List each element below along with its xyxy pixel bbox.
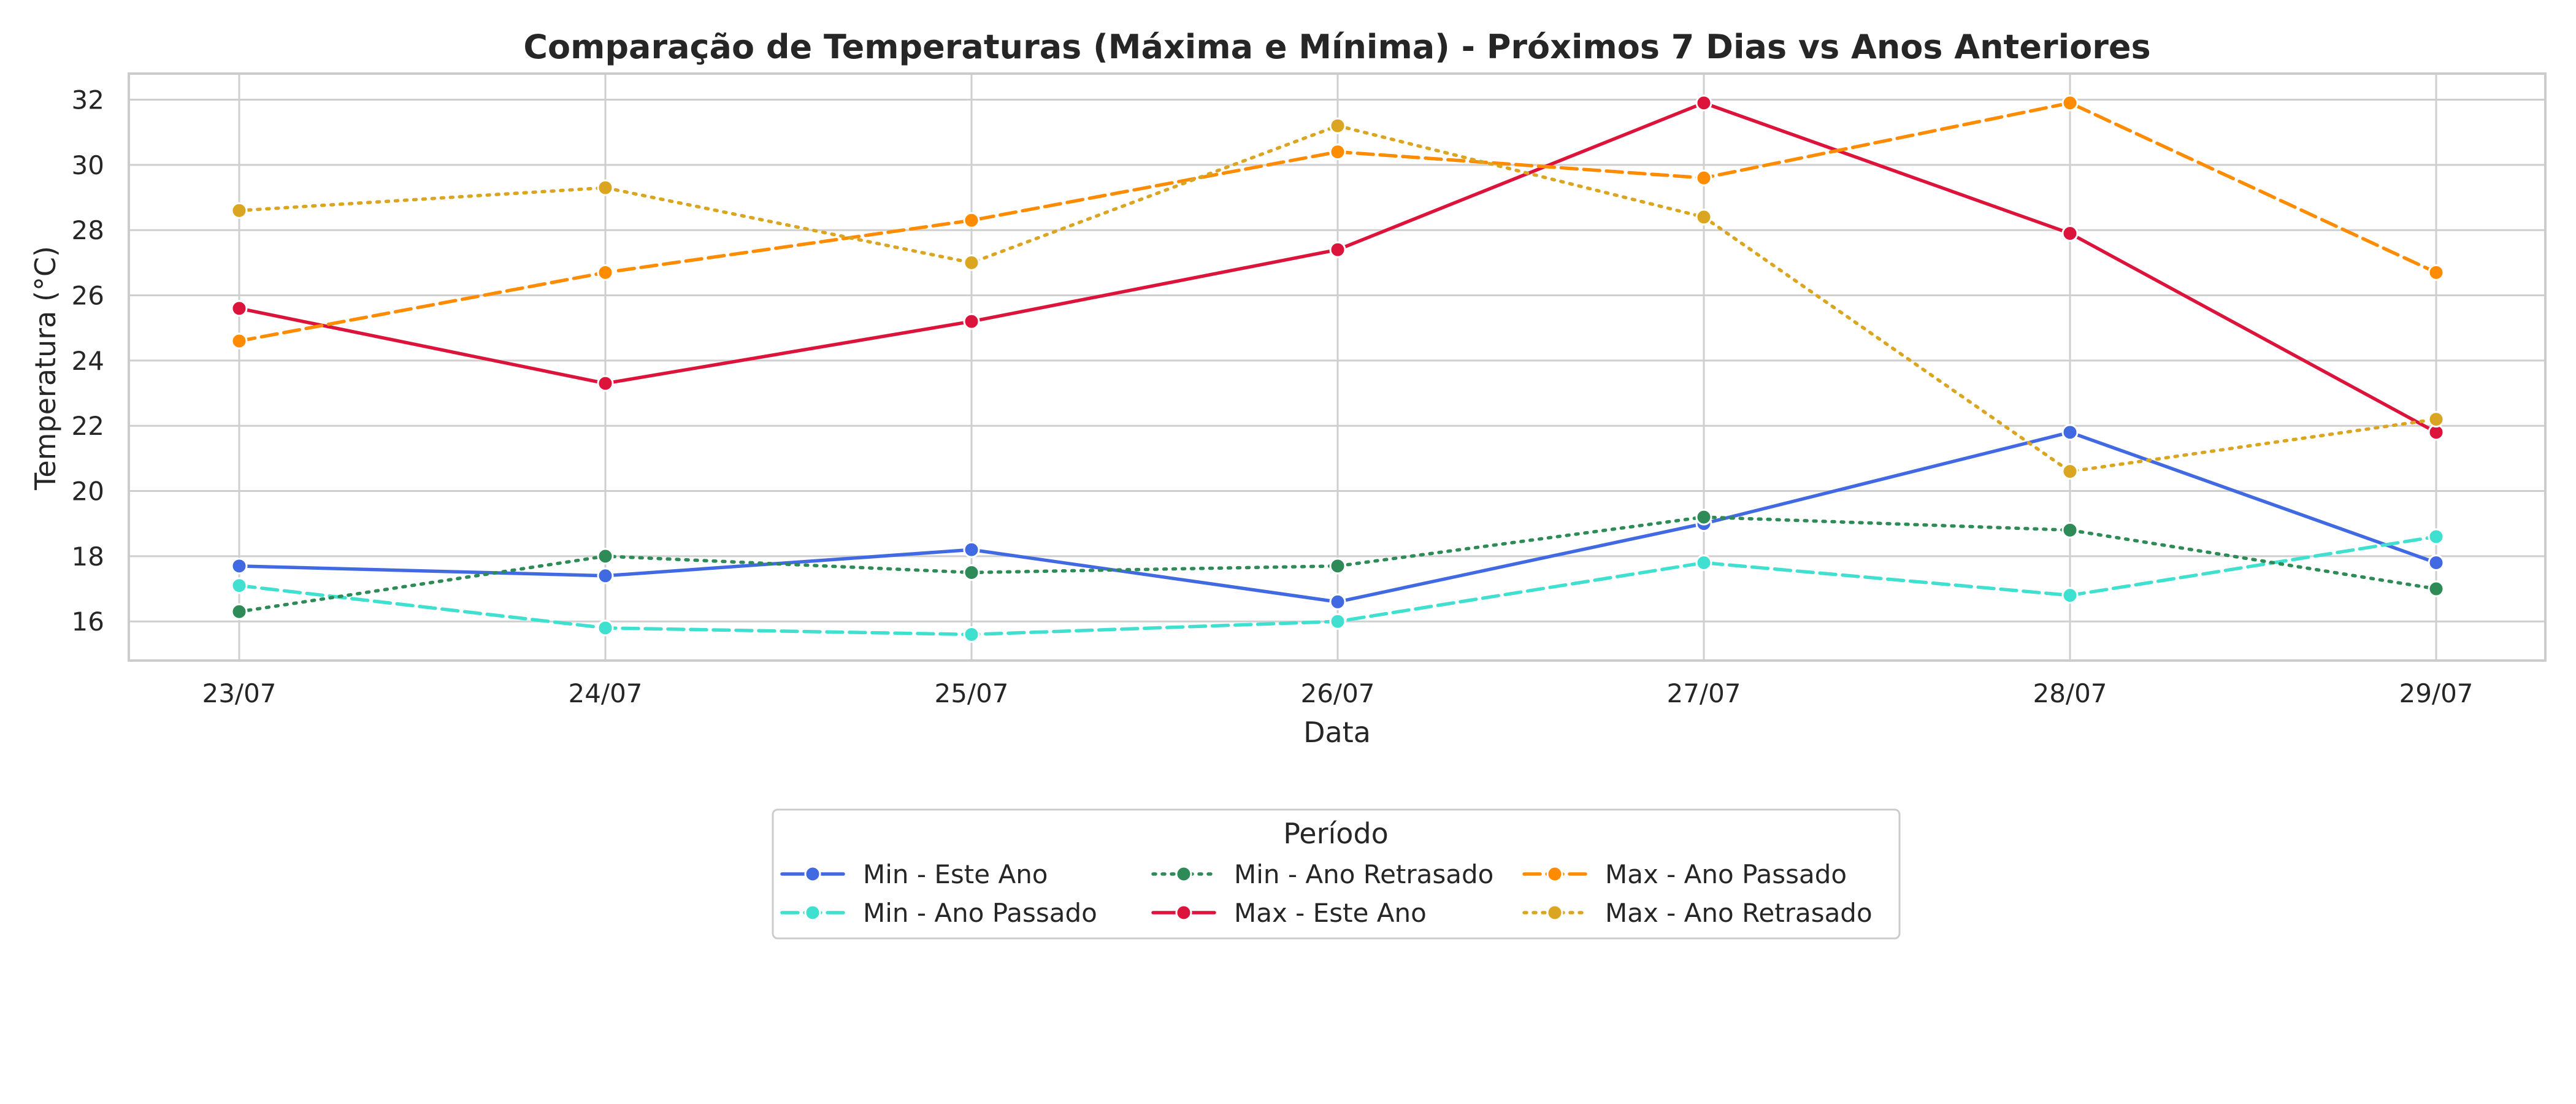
legend-item: Max - Ano Retrasado — [1522, 898, 1873, 928]
y-tick-label: 16 — [72, 607, 104, 637]
y-tick-label: 24 — [72, 346, 104, 376]
data-point — [2428, 580, 2445, 597]
legend-marker — [804, 865, 821, 883]
x-tick-label: 25/07 — [934, 678, 1008, 708]
y-tick-label: 30 — [72, 150, 104, 180]
data-point — [1329, 241, 1346, 258]
x-tick-label: 26/07 — [1300, 678, 1374, 708]
data-point — [597, 548, 614, 565]
data-point — [2061, 587, 2079, 604]
y-tick-label: 20 — [72, 477, 104, 507]
legend-label: Min - Ano Retrasado — [1234, 859, 1493, 889]
series-lines — [231, 94, 2445, 643]
data-point — [231, 202, 248, 219]
data-point — [597, 375, 614, 392]
legend-marker — [1175, 904, 1192, 921]
data-point — [1695, 554, 1712, 571]
legend-marker — [804, 904, 821, 921]
legend-marker — [1175, 865, 1192, 883]
legend-marker — [1546, 865, 1563, 883]
data-point — [1329, 144, 1346, 161]
data-point — [963, 212, 980, 229]
data-point — [231, 558, 248, 575]
data-point — [2428, 554, 2445, 571]
data-point — [963, 564, 980, 581]
data-point — [1695, 169, 1712, 186]
data-point — [2428, 528, 2445, 545]
y-tick-label: 26 — [72, 281, 104, 311]
data-point — [1329, 117, 1346, 134]
series-2 — [231, 508, 2445, 620]
x-tick-label: 24/07 — [568, 678, 642, 708]
data-point — [963, 626, 980, 643]
data-point — [597, 567, 614, 585]
y-tick-label: 22 — [72, 411, 104, 441]
x-tick-label: 28/07 — [2033, 678, 2107, 708]
data-point — [2061, 463, 2079, 480]
data-point — [231, 577, 248, 594]
series-4 — [231, 94, 2445, 350]
x-tick-label: 27/07 — [1666, 678, 1741, 708]
x-axis-label: Data — [1303, 716, 1371, 749]
data-point — [963, 313, 980, 330]
legend-item: Min - Ano Passado — [780, 898, 1097, 928]
series-5 — [231, 117, 2445, 480]
data-point — [231, 300, 248, 317]
x-tick-label: 29/07 — [2399, 678, 2473, 708]
legend-label: Max - Ano Retrasado — [1605, 898, 1873, 928]
data-point — [231, 332, 248, 350]
data-point — [597, 264, 614, 281]
legend-box — [772, 808, 1901, 940]
data-point — [963, 254, 980, 271]
plot-frame — [128, 72, 2547, 662]
legend-item: Max - Este Ano — [1151, 898, 1427, 928]
y-tick-label: 28 — [72, 215, 104, 245]
legend-item: Max - Ano Passado — [1522, 859, 1847, 889]
data-point — [2061, 424, 2079, 441]
data-point — [963, 541, 980, 558]
y-tick-label: 32 — [72, 85, 104, 115]
data-point — [1695, 508, 1712, 526]
data-point — [597, 179, 614, 196]
legend-label: Max - Ano Passado — [1605, 859, 1847, 889]
series-3 — [231, 94, 2445, 441]
data-point — [2428, 264, 2445, 281]
data-point — [2061, 94, 2079, 112]
data-point — [2061, 521, 2079, 539]
data-point — [1695, 94, 1712, 112]
legend-item: Min - Ano Retrasado — [1151, 859, 1493, 889]
legend-label: Min - Este Ano — [863, 859, 1048, 889]
data-point — [1329, 593, 1346, 610]
x-axis-ticks: 23/07 24/07 25/07 26/07 27/07 28/07 29/07 — [202, 678, 2473, 708]
data-point — [2061, 225, 2079, 242]
data-point — [597, 619, 614, 637]
x-tick-label: 23/07 — [202, 678, 276, 708]
legend-item: Min - Este Ano — [780, 859, 1048, 889]
y-axis-label: Temperatura (°C) — [29, 246, 62, 491]
y-tick-label: 18 — [72, 542, 104, 572]
series-1 — [231, 528, 2445, 643]
series-0 — [231, 424, 2445, 610]
y-axis-ticks: 16 18 20 22 24 26 28 30 32 — [72, 85, 104, 637]
data-point — [1329, 613, 1346, 630]
chart-title: Comparação de Temperaturas (Máxima e Mín… — [523, 28, 2150, 66]
data-point — [1695, 209, 1712, 226]
legend-items: Min - Este Ano Min - Ano Passado Min - Ano… — [780, 859, 1873, 928]
data-point — [1329, 558, 1346, 575]
legend-title: Período — [1283, 817, 1389, 850]
legend-label: Max - Este Ano — [1234, 898, 1427, 928]
data-point — [2428, 411, 2445, 428]
legend-marker — [1546, 904, 1563, 921]
data-point — [231, 603, 248, 620]
legend-label: Min - Ano Passado — [863, 898, 1097, 928]
